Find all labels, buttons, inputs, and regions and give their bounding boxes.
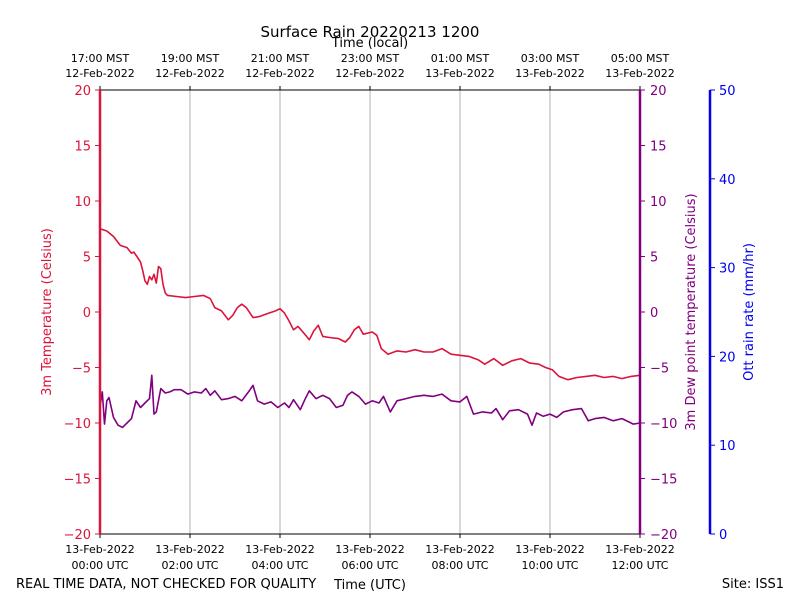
- left-tick-label: 10: [74, 195, 91, 210]
- bottom-tick-time: 02:00 UTC: [161, 559, 218, 572]
- left-tick-label: 5: [83, 251, 91, 266]
- bottom-tick-time: 06:00 UTC: [341, 559, 398, 572]
- top-tick-date: 12-Feb-2022: [245, 67, 314, 80]
- right2-tick-label: 40: [719, 173, 736, 188]
- bottom-tick-date: 13-Feb-2022: [515, 543, 584, 556]
- left-tick-label: −10: [64, 417, 91, 432]
- top-tick-date: 13-Feb-2022: [425, 67, 494, 80]
- bottom-tick-date: 13-Feb-2022: [155, 543, 224, 556]
- top-time-axis: 17:00 MST 12-Feb-2022 19:00 MST 12-Feb-2022…: [65, 52, 675, 90]
- top-axis-label: Time (local): [331, 36, 408, 51]
- top-tick-date: 13-Feb-2022: [605, 67, 674, 80]
- right2-tick-label: 0: [719, 528, 727, 543]
- right-rain-rate-axis: 50 40 30 20 10 0: [710, 84, 736, 543]
- left-tick-label: −15: [64, 473, 91, 488]
- right2-tick-label: 50: [719, 84, 736, 99]
- right1-tick-label: −15: [650, 473, 677, 488]
- top-tick-time: 17:00 MST: [71, 52, 130, 65]
- right2-tick-label: 20: [719, 350, 736, 365]
- left-tick-label: −5: [72, 362, 91, 377]
- bottom-tick-date: 13-Feb-2022: [335, 543, 404, 556]
- bottom-tick-time: 04:00 UTC: [251, 559, 308, 572]
- chart-title: Surface Rain 20220213 1200: [261, 23, 480, 41]
- top-tick-date: 12-Feb-2022: [65, 67, 134, 80]
- top-tick-date: 13-Feb-2022: [515, 67, 584, 80]
- right1-tick-label: 5: [650, 251, 658, 266]
- dewpoint-line: [99, 374, 641, 429]
- bottom-tick-date: 13-Feb-2022: [605, 543, 674, 556]
- right2-tick-label: 10: [719, 439, 736, 454]
- grid-lines: [189, 90, 551, 534]
- right2-tick-label: 30: [719, 262, 736, 277]
- right1-tick-label: −10: [650, 417, 677, 432]
- left-tick-label: 0: [83, 306, 91, 321]
- left-tick-label: −20: [64, 528, 91, 543]
- right1-tick-label: 20: [650, 84, 667, 99]
- top-tick-time: 03:00 MST: [521, 52, 580, 65]
- top-tick-time: 21:00 MST: [251, 52, 310, 65]
- top-tick-time: 05:00 MST: [611, 52, 670, 65]
- top-tick-time: 01:00 MST: [431, 52, 490, 65]
- bottom-tick-time: 00:00 UTC: [71, 559, 128, 572]
- y-right1-label: 3m Dew point temperature (Celsius): [684, 193, 699, 430]
- plot-frame: [98, 89, 712, 535]
- top-tick-time: 23:00 MST: [341, 52, 400, 65]
- top-tick-time: 19:00 MST: [161, 52, 220, 65]
- right1-tick-label: 10: [650, 195, 667, 210]
- right1-tick-label: 0: [650, 306, 658, 321]
- bottom-tick-date: 13-Feb-2022: [65, 543, 134, 556]
- site-label: Site: ISS1: [722, 577, 784, 592]
- bottom-tick-date: 13-Feb-2022: [425, 543, 494, 556]
- right-dewpoint-axis: 20 15 10 5 0 −5 −10 −15 −20: [640, 84, 677, 543]
- left-temperature-axis: 20 15 10 5 0 −5 −10 −15 −20: [64, 84, 100, 543]
- bottom-tick-time: 12:00 UTC: [611, 559, 668, 572]
- right1-tick-label: 15: [650, 140, 667, 155]
- left-tick-label: 20: [74, 84, 91, 99]
- left-tick-label: 15: [74, 140, 91, 155]
- bottom-time-axis: 13-Feb-2022 00:00 UTC 13-Feb-2022 02:00 UTC…: [65, 534, 675, 572]
- bottom-tick-time: 10:00 UTC: [521, 559, 578, 572]
- bottom-tick-date: 13-Feb-2022: [245, 543, 314, 556]
- quality-notice: REAL TIME DATA, NOT CHECKED FOR QUALITY: [16, 577, 316, 592]
- bottom-tick-time: 08:00 UTC: [431, 559, 488, 572]
- right1-tick-label: −20: [650, 528, 677, 543]
- right1-tick-label: −5: [650, 362, 669, 377]
- temperature-line: [99, 228, 641, 381]
- x-axis-label: Time (UTC): [333, 578, 406, 593]
- y-right2-label: Ott rain rate (mm/hr): [742, 243, 757, 381]
- top-tick-date: 12-Feb-2022: [155, 67, 224, 80]
- y-left-label: 3m Temperature (Celsius): [40, 228, 55, 396]
- series-layer: [99, 228, 641, 429]
- top-tick-date: 12-Feb-2022: [335, 67, 404, 80]
